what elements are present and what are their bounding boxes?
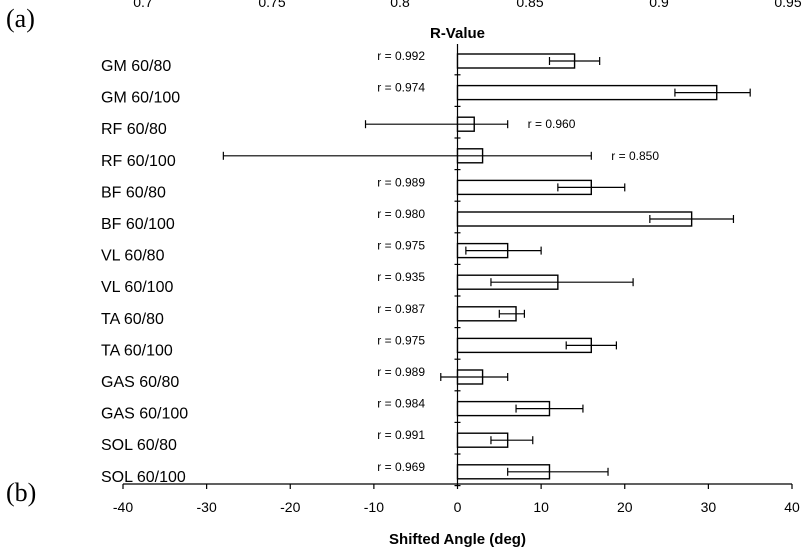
category-label: GAS 60/80	[101, 374, 179, 391]
r-value-tick-label: 0.75	[258, 0, 285, 10]
category-label: GM 60/80	[101, 58, 171, 75]
r-value-label: r = 0.969	[377, 460, 425, 474]
r-value-axis: 0.7 0.75 0.8 0.85 0.9 0.95 R-Value	[133, 0, 802, 42]
r-value-label: r = 0.987	[377, 302, 425, 316]
r-value-label: r = 0.850	[611, 149, 659, 163]
r-value-tick-label: 0.9	[649, 0, 669, 10]
x-axis-title: Shifted Angle (deg)	[389, 531, 526, 548]
r-value-label: r = 0.974	[377, 81, 425, 95]
category-label: BF 60/100	[101, 216, 175, 233]
category-label: VL 60/100	[101, 279, 173, 296]
category-label: RF 60/80	[101, 121, 167, 138]
r-value-label: r = 0.992	[377, 49, 425, 63]
r-value-label: r = 0.989	[377, 365, 425, 379]
x-tick-label: 10	[533, 499, 549, 515]
x-tick-label: 40	[784, 499, 800, 515]
x-tick-label: -30	[197, 499, 217, 515]
r-value-label: r = 0.960	[528, 117, 576, 131]
r-value-tick-label: 0.95	[774, 0, 801, 10]
r-value-label: r = 0.975	[377, 239, 425, 253]
category-label: SOL 60/80	[101, 437, 177, 454]
x-tick-label: 0	[454, 499, 462, 515]
r-value-axis-title: R-Value	[430, 25, 485, 42]
x-tick-label: 20	[617, 499, 633, 515]
r-value-label: r = 0.991	[377, 428, 425, 442]
x-axis: -40 -30 -20 -10 0 10 20 30 40 Shifted Angle (deg)	[113, 483, 800, 548]
r-value-tick-label: 0.85	[516, 0, 543, 10]
bar-series: GM 60/80 r = 0.992 GM 60/100 r = 0.974 RF 60…	[101, 44, 751, 487]
x-tick-label: -40	[113, 499, 133, 515]
r-value-label: r = 0.989	[377, 175, 425, 189]
category-label: GM 60/100	[101, 90, 180, 107]
panel-label-b: (b)	[6, 478, 37, 507]
category-label: BF 60/80	[101, 184, 166, 201]
category-label: TA 60/100	[101, 342, 173, 359]
r-value-label: r = 0.984	[377, 397, 425, 411]
r-value-label: r = 0.975	[377, 333, 425, 347]
panel-label-a: (a)	[6, 4, 35, 33]
x-tick-label: -10	[364, 499, 384, 515]
category-label: TA 60/80	[101, 311, 164, 328]
x-tick-label: 30	[701, 499, 717, 515]
r-value-label: r = 0.935	[377, 270, 425, 284]
category-label: VL 60/80	[101, 248, 165, 265]
category-label: GAS 60/100	[101, 406, 188, 423]
r-value-label: r = 0.980	[377, 207, 425, 221]
r-value-tick-label: 0.8	[390, 0, 410, 10]
r-value-tick-label: 0.7	[133, 0, 153, 10]
x-tick-label: -20	[280, 499, 300, 515]
category-label: RF 60/100	[101, 153, 176, 170]
category-label: SOL 60/100	[101, 469, 186, 486]
